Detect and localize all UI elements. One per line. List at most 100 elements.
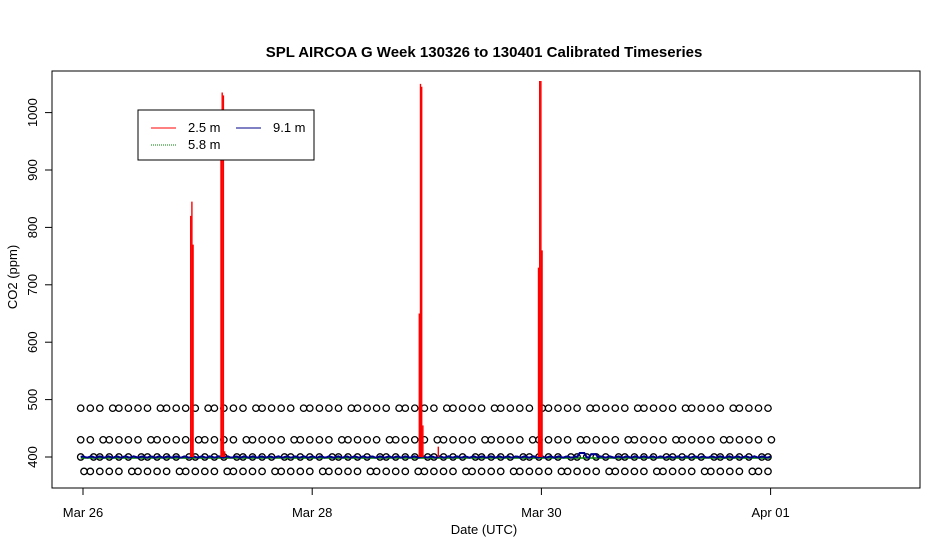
- reference-point: [242, 435, 251, 444]
- reference-point: [115, 404, 123, 413]
- reference-point: [271, 467, 279, 476]
- reference-point: [162, 467, 171, 476]
- reference-point: [401, 404, 410, 413]
- reference-point: [258, 404, 266, 413]
- reference-point: [697, 435, 706, 444]
- reference-point: [95, 467, 104, 476]
- reference-point: [366, 467, 375, 476]
- reference-point: [372, 435, 381, 444]
- reference-point: [640, 435, 648, 444]
- reference-point: [156, 404, 165, 413]
- reference-point: [353, 467, 362, 476]
- reference-point: [430, 467, 438, 476]
- reference-point: [172, 435, 181, 444]
- reference-point: [745, 404, 753, 413]
- reference-point: [229, 467, 238, 476]
- reference-point: [191, 467, 200, 476]
- reference-point: [337, 435, 346, 444]
- reference-point: [258, 467, 266, 476]
- x-tick-label: Apr 01: [751, 505, 789, 520]
- reference-point: [347, 404, 356, 413]
- reference-point: [296, 467, 305, 476]
- reference-point: [611, 404, 620, 413]
- reference-point: [506, 404, 515, 413]
- reference-point: [162, 404, 171, 413]
- reference-point: [716, 404, 725, 413]
- reference-point: [544, 435, 553, 444]
- reference-point: [143, 467, 152, 476]
- reference-point: [700, 467, 709, 476]
- reference-point: [659, 435, 667, 444]
- reference-point: [305, 404, 314, 413]
- reference-point: [586, 404, 594, 413]
- reference-point: [624, 435, 633, 444]
- reference-point: [611, 435, 620, 444]
- reference-point: [563, 435, 572, 444]
- reference-point: [248, 467, 257, 476]
- reference-point: [652, 467, 661, 476]
- reference-point: [248, 435, 257, 444]
- reference-point: [449, 435, 457, 444]
- reference-point: [477, 404, 486, 413]
- reference-point: [410, 404, 419, 413]
- reference-point: [496, 435, 505, 444]
- reference-point: [458, 404, 467, 413]
- reference-point: [754, 435, 763, 444]
- reference-point: [487, 467, 496, 476]
- reference-point: [181, 467, 190, 476]
- baseline-series: [80, 452, 771, 459]
- reference-point: [668, 404, 677, 413]
- reference-point: [200, 435, 209, 444]
- reference-point: [706, 435, 715, 444]
- reference-point: [194, 435, 203, 444]
- reference-point: [124, 404, 133, 413]
- reference-point: [449, 467, 457, 476]
- reference-point: [181, 435, 190, 444]
- reference-point: [605, 467, 613, 476]
- reference-point: [127, 467, 136, 476]
- reference-point: [697, 404, 706, 413]
- reference-point: [325, 467, 333, 476]
- reference-point: [252, 404, 260, 413]
- reference-point: [687, 435, 696, 444]
- reference-point: [490, 404, 499, 413]
- reference-point: [315, 404, 324, 413]
- reference-point: [725, 435, 734, 444]
- reference-point: [172, 404, 181, 413]
- reference-point: [582, 467, 591, 476]
- reference-point: [76, 404, 85, 413]
- x-axis-label: Date (UTC): [451, 522, 517, 537]
- reference-point: [258, 435, 266, 444]
- reference-point: [678, 435, 686, 444]
- reference-point: [325, 435, 333, 444]
- reference-point: [76, 435, 85, 444]
- reference-point: [611, 467, 620, 476]
- reference-point: [640, 404, 648, 413]
- reference-point: [395, 404, 403, 413]
- legend-label-9-1m: 9.1 m: [273, 120, 306, 135]
- x-tick-label: Mar 26: [63, 505, 103, 520]
- reference-point: [124, 435, 133, 444]
- reference-point: [95, 404, 104, 413]
- reference-point: [115, 435, 123, 444]
- reference-point: [515, 467, 524, 476]
- reference-point: [563, 404, 572, 413]
- reference-point: [767, 435, 776, 444]
- reference-point: [277, 435, 286, 444]
- x-tick-label: Mar 28: [292, 505, 332, 520]
- reference-point: [462, 467, 470, 476]
- y-tick-label: 500: [25, 389, 40, 411]
- reference-point: [687, 404, 696, 413]
- reference-point: [391, 435, 400, 444]
- reference-point: [601, 404, 610, 413]
- reference-point: [640, 467, 648, 476]
- reference-point: [134, 435, 142, 444]
- reference-point: [134, 467, 142, 476]
- reference-point: [687, 467, 696, 476]
- reference-point: [706, 404, 715, 413]
- reference-point: [210, 435, 219, 444]
- reference-point: [134, 404, 142, 413]
- reference-point: [175, 467, 184, 476]
- reference-point: [305, 467, 314, 476]
